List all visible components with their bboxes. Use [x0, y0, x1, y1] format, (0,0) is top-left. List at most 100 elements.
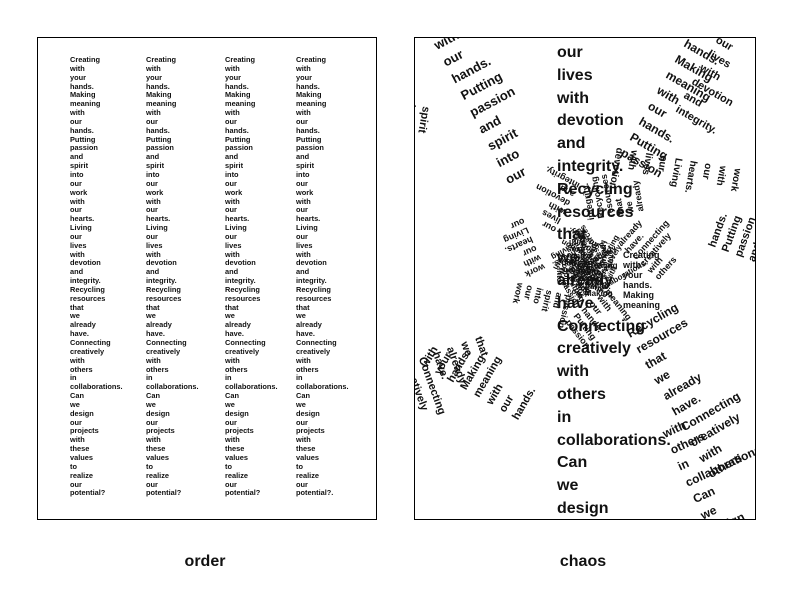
column-word: others	[296, 364, 319, 374]
scattered-word: we	[458, 339, 475, 358]
column-word: Putting	[70, 134, 96, 144]
column-word: Living	[146, 223, 168, 233]
center-word: already	[557, 271, 614, 289]
column-word: resources	[70, 293, 106, 303]
column-word: hands.	[146, 125, 170, 135]
column-word: these	[225, 444, 245, 454]
column-word: lives	[225, 240, 242, 250]
column-word: and	[146, 267, 160, 277]
column-word: spirit	[225, 161, 244, 171]
column-word: our	[70, 178, 82, 188]
column-word: that	[296, 302, 310, 312]
column-word: and	[146, 152, 160, 162]
scattered-word: we	[592, 257, 601, 269]
column-word: already	[70, 320, 96, 330]
column-word: hands.	[225, 125, 249, 135]
scattered-word: Can	[691, 484, 717, 506]
column-word: lives	[70, 240, 87, 250]
column-word: Connecting	[296, 338, 337, 347]
center-word: Can	[557, 454, 588, 472]
column-word: to	[70, 461, 77, 471]
column-word: with	[296, 196, 311, 206]
scattered-word: with	[622, 260, 641, 270]
column-word: Putting	[225, 134, 251, 144]
column-word: into	[70, 169, 84, 179]
scattered-word: that	[585, 253, 594, 268]
column-word: our	[70, 479, 82, 489]
column-word: our	[70, 417, 82, 427]
center-word: Recycling	[557, 180, 633, 198]
scattered-word: hearts.	[559, 266, 585, 275]
scattered-word: with	[569, 238, 586, 247]
column-word: work	[225, 187, 243, 197]
column-word: design	[296, 408, 320, 418]
column-word: our	[225, 205, 237, 215]
column-word: Can	[296, 391, 310, 401]
column-word: resources	[296, 293, 332, 303]
column-word: with	[146, 249, 161, 259]
center-word: resources	[557, 203, 634, 221]
column-word: to	[296, 461, 303, 471]
center-word: our	[557, 44, 583, 61]
column-word: into	[296, 169, 310, 179]
scattered-word: already	[599, 239, 608, 268]
column-word: have.	[70, 329, 89, 339]
scattered-word: lives	[640, 152, 655, 176]
column-word: hands.	[146, 81, 170, 91]
column-word: design	[225, 408, 249, 418]
column-word: others	[70, 364, 93, 374]
center-word: with	[557, 89, 589, 107]
column-word: realize	[225, 470, 249, 480]
scattered-word: in	[676, 456, 692, 473]
column-word: Can	[70, 391, 84, 401]
center-word: lives	[557, 66, 593, 84]
column-word: our	[146, 205, 158, 215]
column-word: with	[70, 63, 85, 73]
column-word: we	[146, 399, 156, 409]
center-word: others	[557, 385, 606, 403]
column-word: Making	[146, 90, 172, 100]
column-word: we	[146, 311, 156, 321]
column-word: our	[225, 231, 237, 241]
center-word: integrity.	[557, 157, 624, 175]
column-word: with	[225, 196, 240, 206]
column-word: we	[225, 311, 235, 321]
column-word: integrity.	[296, 276, 327, 286]
column-word: lives	[146, 240, 163, 250]
scattered-word: Making	[623, 290, 654, 300]
column-word: hearts.	[70, 214, 95, 224]
scattered-word: your	[585, 275, 602, 284]
scattered-word: into	[531, 287, 545, 306]
column-word: and	[70, 267, 84, 277]
column-word: work	[70, 187, 88, 197]
column-word: resources	[225, 293, 261, 303]
scattered-word: our	[522, 284, 535, 301]
column-word: Living	[225, 223, 247, 233]
column-word: values	[225, 452, 249, 462]
scattered-word: our	[655, 154, 669, 172]
column-word: our	[296, 205, 308, 215]
column-word: our	[70, 205, 82, 215]
center-word: and	[557, 135, 586, 153]
column-word: Living	[70, 223, 92, 233]
scattered-word: work	[728, 166, 743, 192]
column-word: spirit	[70, 161, 89, 171]
column-word: Living	[296, 223, 318, 233]
column-word: that	[225, 302, 239, 312]
column-word: our	[296, 178, 308, 188]
column-word: your	[146, 72, 163, 82]
center-word: have.	[557, 294, 598, 312]
center-word: design	[557, 499, 609, 517]
scattered-word: and	[569, 268, 578, 282]
column-word: with	[146, 108, 161, 118]
column-word: these	[296, 444, 316, 454]
scattered-word: resources	[578, 229, 587, 268]
order-panel: Creating with your hands. Making meaning with o…	[37, 37, 377, 520]
column-word: Creating	[225, 55, 255, 64]
column-word: with	[146, 355, 161, 365]
column-word: Recycling	[146, 284, 181, 294]
scattered-word: Putting	[583, 268, 592, 296]
column-word: with	[70, 355, 85, 365]
column-word: values	[70, 452, 94, 462]
scattered-word: Living	[561, 259, 585, 268]
